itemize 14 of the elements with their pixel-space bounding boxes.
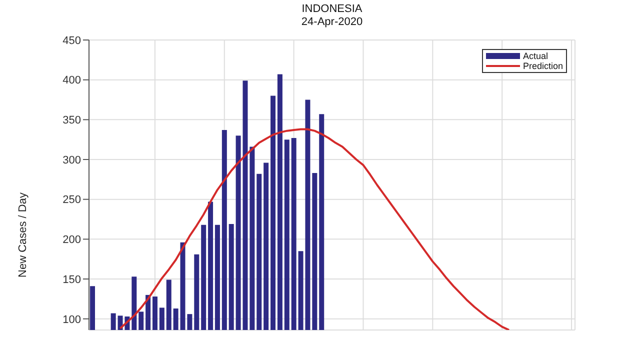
- chart-title: INDONESIA: [300, 3, 364, 16]
- y-tick-label: 350: [62, 114, 81, 127]
- y-tick-label: 300: [62, 154, 81, 166]
- legend-label: Prediction: [522, 61, 563, 71]
- legend-label: Actual: [522, 51, 548, 61]
- y-tick-label: 400: [62, 74, 81, 87]
- y-axis-title: New Cases / Day: [16, 192, 29, 278]
- y-tick-label: 150: [62, 274, 81, 286]
- chart-subtitle: 24-Apr-2020: [300, 16, 364, 29]
- y-tick-label: 200: [62, 234, 81, 246]
- y-tick-label: 250: [62, 194, 81, 206]
- line-series: [119, 128, 510, 330]
- y-tick-label: 100: [62, 314, 81, 326]
- y-tick-label: 450: [62, 34, 81, 47]
